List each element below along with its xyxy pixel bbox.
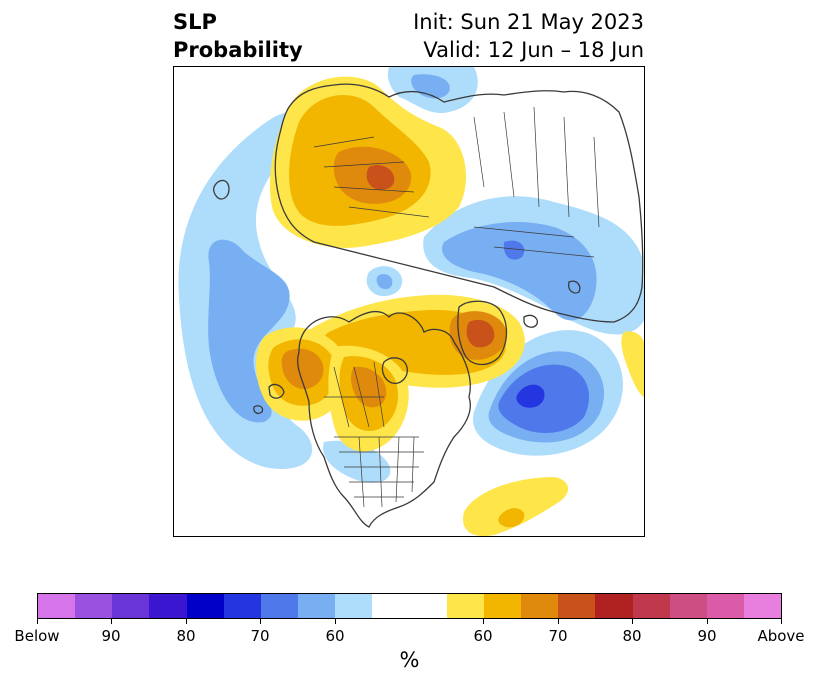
colorbar-tick [707, 619, 708, 624]
colorbar-ticks: Below 90 80 70 60 60 70 80 90 Above [14, 619, 805, 645]
boundary-eurasia-countries [313, 106, 600, 258]
colorbar-tick-label: Above [757, 627, 805, 645]
below-region-pacific-core [208, 239, 290, 423]
colorbar-tick [483, 619, 484, 624]
colorbar-segment [558, 594, 596, 618]
colorbar-segment [632, 594, 670, 618]
colorbar-tick-label: Below [14, 627, 60, 645]
colorbar-segment [149, 594, 187, 618]
colorbar-tick [335, 619, 336, 624]
boundary-canada-provinces [324, 361, 385, 428]
below-region-hudson-core [376, 274, 393, 290]
coastline-alaska-islands [253, 383, 285, 414]
map-title: SLP Probability [173, 8, 303, 64]
probability-map-svg [178, 67, 644, 536]
colorbar-segment [595, 594, 633, 618]
colorbar-tick-label: 60 [473, 627, 493, 645]
colorbar-tick [781, 619, 782, 624]
colorbar-segment [38, 594, 76, 618]
colorbar-units-label: % [399, 648, 420, 672]
above-region-subtropical-atlantic [463, 477, 568, 536]
colorbar-segment [372, 594, 410, 618]
colorbar-segment [260, 594, 299, 618]
colorbar-segment [743, 594, 782, 618]
colorbar-segment [75, 594, 113, 618]
colorbar-tick-label: 90 [101, 627, 121, 645]
polar-map [173, 66, 645, 537]
colorbar-segment [223, 594, 261, 618]
above-region-subtropical-atlantic-core [498, 508, 525, 528]
title-field: SLP [173, 10, 217, 34]
above-region-greenland-core [466, 319, 495, 348]
colorbar-tick-label: 70 [250, 627, 270, 645]
colorbar-tick [558, 619, 559, 624]
above-region-northwest-africa [621, 331, 644, 397]
below-region-conus-south [323, 440, 391, 483]
colorbar-tick-label: 60 [325, 627, 345, 645]
colorbar-segment [483, 594, 522, 618]
colorbar-segment [669, 594, 707, 618]
colorbar-tick [260, 619, 261, 624]
colorbar-tick-label: 80 [622, 627, 642, 645]
colorbar-segment [186, 594, 224, 618]
coastline-greenland [457, 300, 508, 366]
colorbar-tick [632, 619, 633, 624]
coastline-eurasia [274, 83, 644, 323]
below-normal-regions [178, 67, 644, 483]
coastlines [212, 83, 644, 528]
colorbar-tick-label: 80 [176, 627, 196, 645]
colorbar-segment [446, 594, 484, 618]
init-date: Init: Sun 21 May 2023 [413, 10, 644, 34]
colorbar-tick-label: 70 [548, 627, 568, 645]
colorbar-segment [706, 594, 744, 618]
colorbar-tick [37, 619, 38, 624]
below-region-barents [503, 240, 525, 260]
boundary-us-states [334, 436, 424, 508]
below-region-eurasia-core [442, 222, 597, 321]
colorbar-tick [186, 619, 187, 624]
colorbar [37, 593, 782, 619]
colorbar-segment [335, 594, 373, 618]
coastline-japan [212, 179, 230, 200]
coastline-hudson-bay [381, 357, 408, 384]
colorbar-tick [111, 619, 112, 624]
valid-range: Valid: 12 Jun – 18 Jun [423, 38, 644, 62]
above-region-siberia-core [366, 165, 395, 190]
colorbar-tick-label: 90 [697, 627, 717, 645]
above-region-alaska-core [281, 348, 324, 390]
map-dates: Init: Sun 21 May 2023 Valid: 12 Jun – 18… [413, 8, 644, 64]
colorbar-segment [112, 594, 150, 618]
colorbar-segment [409, 594, 447, 618]
colorbar-segment [298, 594, 336, 618]
title-product: Probability [173, 38, 303, 62]
coastline-iceland-uk [523, 280, 581, 328]
coastline-north-america [297, 310, 471, 528]
below-region-atlantic-center [516, 384, 545, 408]
colorbar-segment [521, 594, 559, 618]
